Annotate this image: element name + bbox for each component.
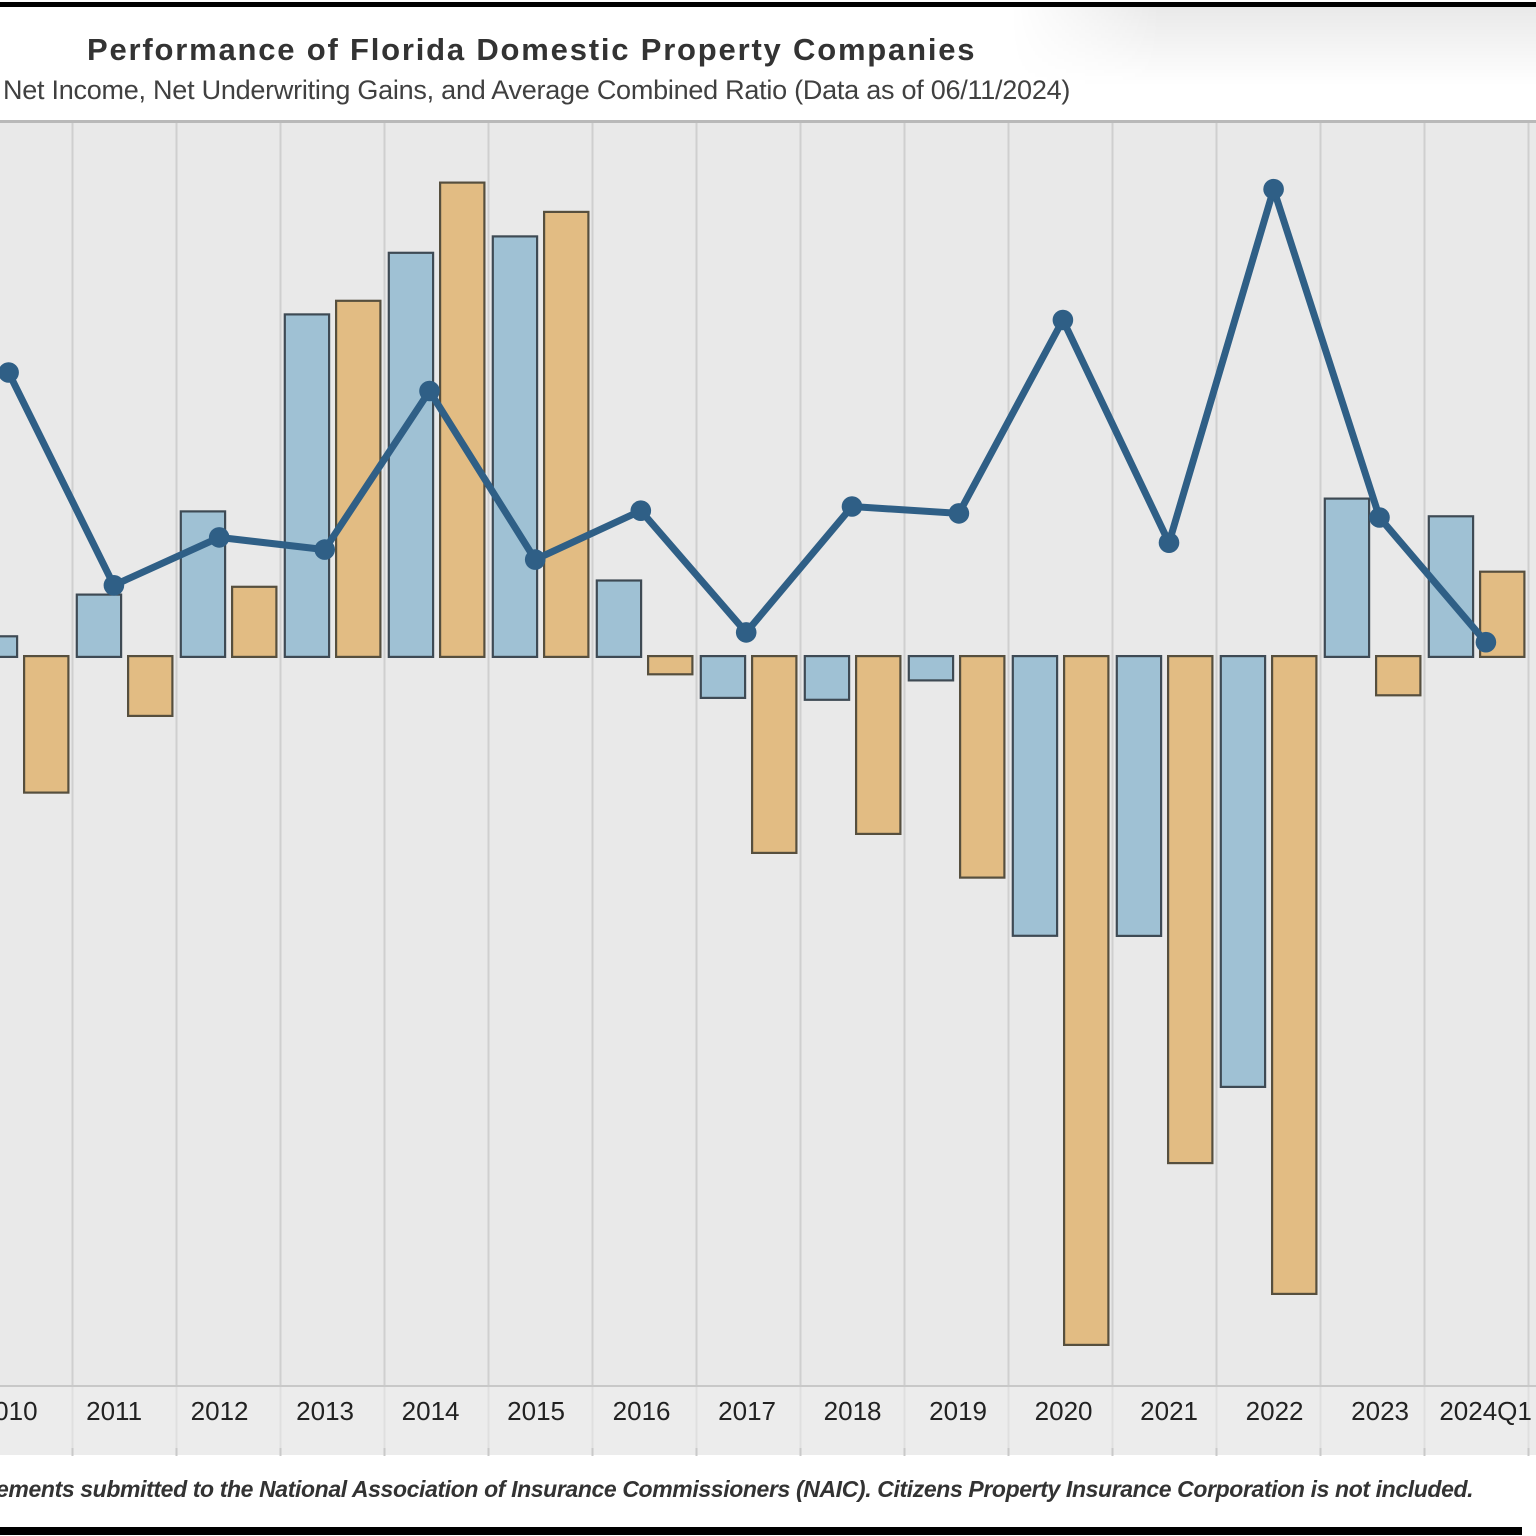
svg-text:2016: 2016 — [613, 1396, 671, 1426]
svg-text:2015: 2015 — [507, 1396, 565, 1426]
svg-text:2018: 2018 — [824, 1396, 882, 1426]
svg-text:2013: 2013 — [296, 1396, 354, 1426]
svg-text:2021: 2021 — [1140, 1396, 1198, 1426]
svg-text:2023: 2023 — [1351, 1396, 1409, 1426]
svg-text:2012: 2012 — [191, 1396, 249, 1426]
svg-text:2024Q1: 2024Q1 — [1439, 1396, 1532, 1426]
svg-text:2017: 2017 — [718, 1396, 776, 1426]
svg-text:2022: 2022 — [1246, 1396, 1304, 1426]
svg-text:2011: 2011 — [86, 1396, 142, 1426]
svg-text:2014: 2014 — [402, 1396, 460, 1426]
svg-text:2010: 2010 — [0, 1396, 38, 1426]
svg-text:2019: 2019 — [929, 1396, 987, 1426]
svg-text:2020: 2020 — [1035, 1396, 1093, 1426]
